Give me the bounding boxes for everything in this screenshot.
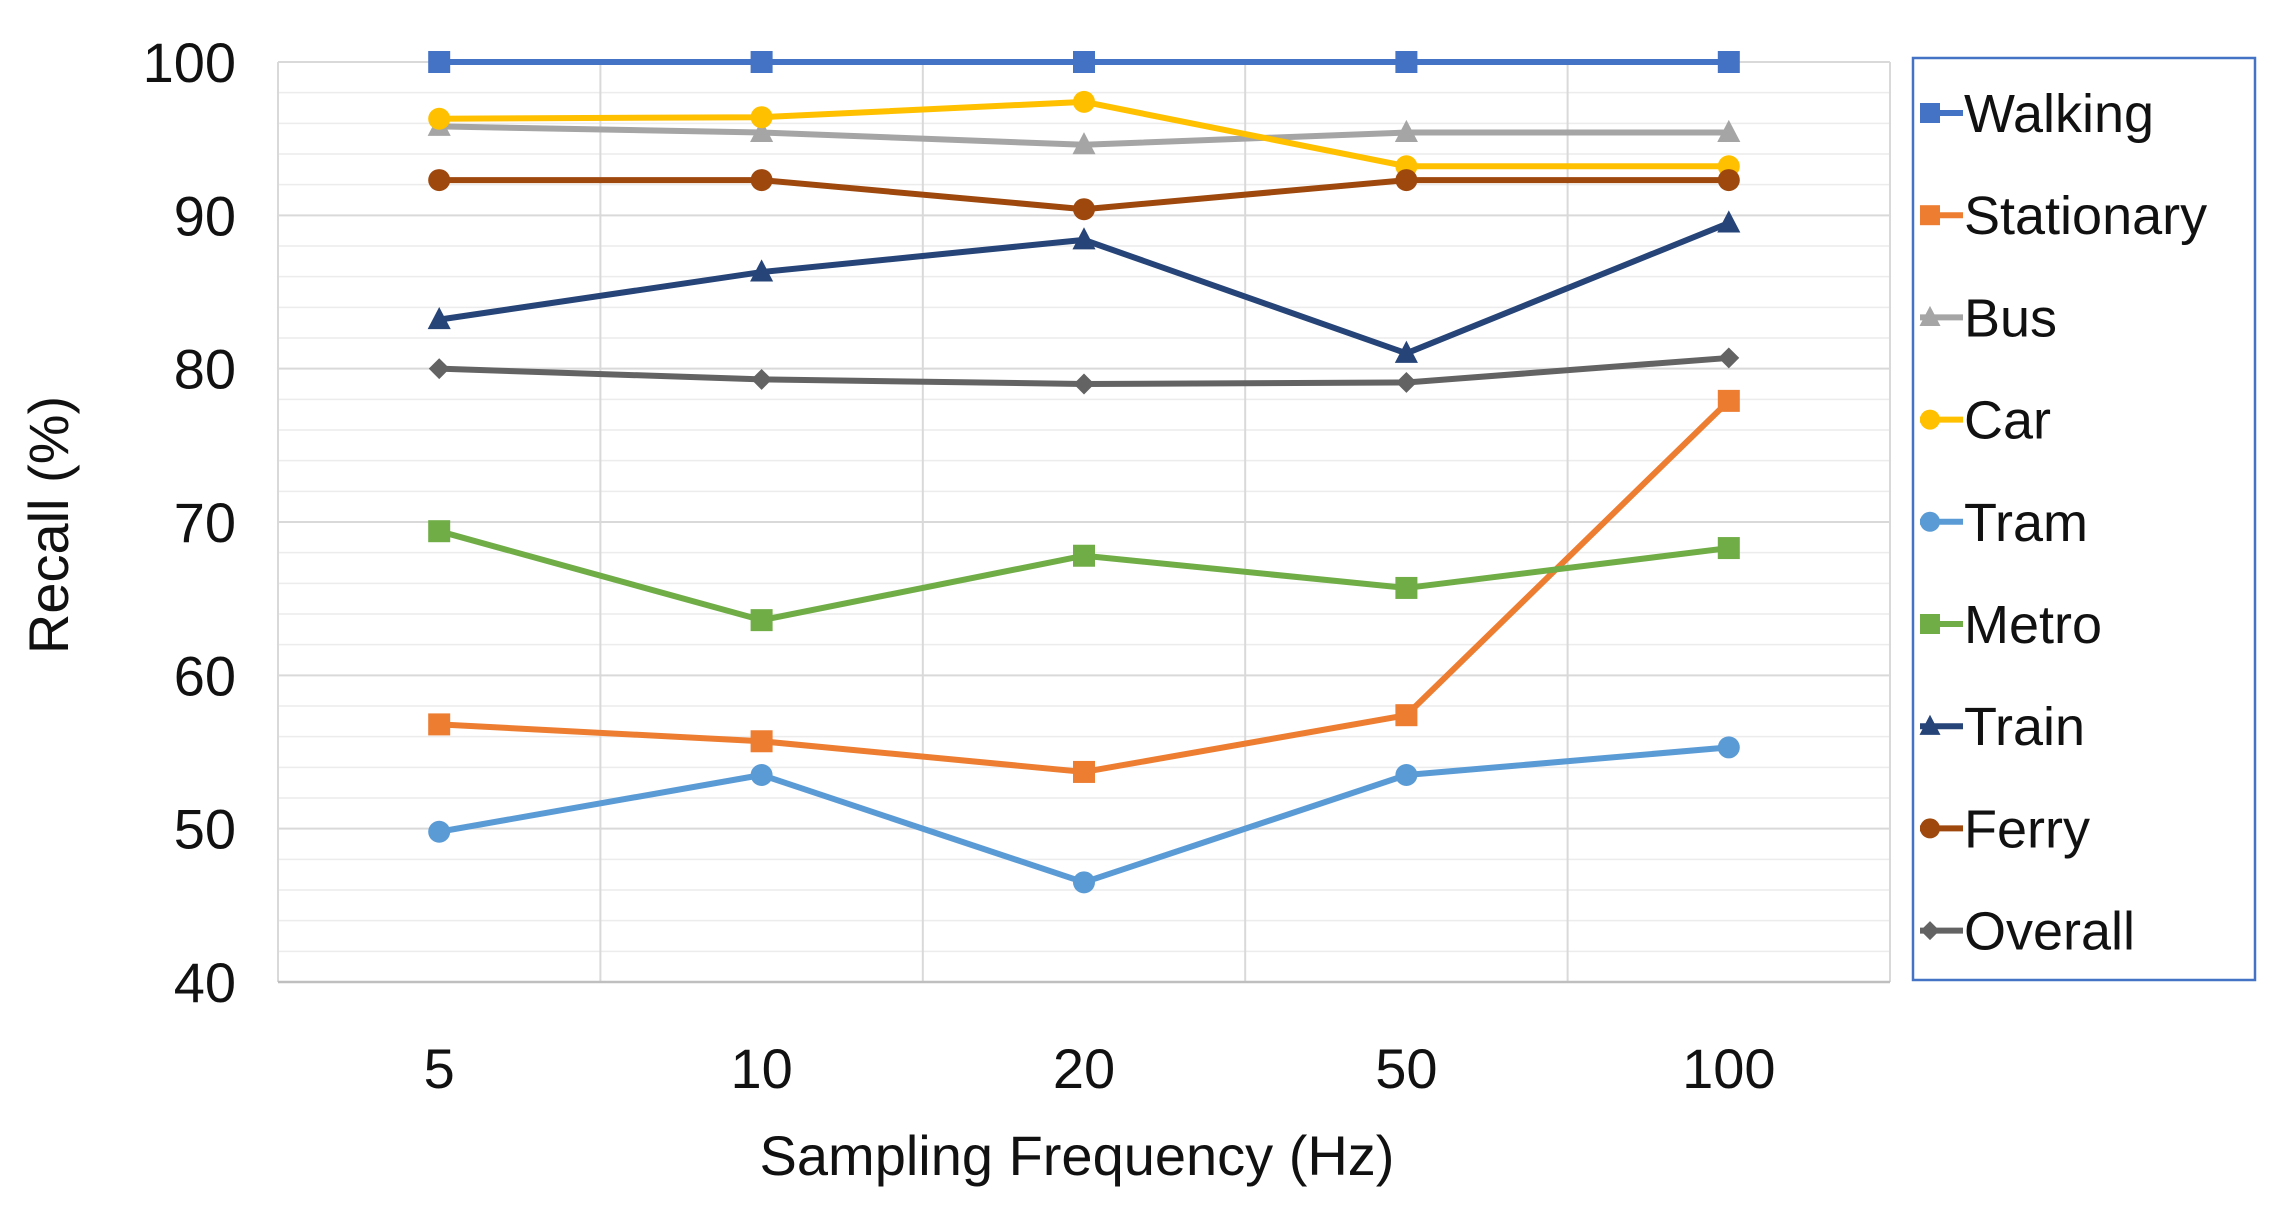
legend-marker-ferry — [1920, 818, 1940, 839]
legend-item-metro: Metro — [1920, 595, 2102, 655]
series-line-metro — [436, 528, 1732, 624]
tick-labels: 40 50 60 70 80 90 100 5 10 20 50 100 — [143, 31, 1776, 1100]
x-tick-label: 5 — [424, 1037, 455, 1100]
legend-item-train: Train — [1919, 697, 2085, 757]
series-metro — [428, 520, 1740, 632]
data-point-overall — [1718, 347, 1740, 369]
legend-item-overall: Overall — [1920, 902, 2135, 962]
data-point-train — [1072, 227, 1096, 250]
data-point-walking — [750, 51, 773, 73]
legend-item-car: Car — [1920, 391, 2051, 451]
y-tick-label: 90 — [174, 184, 236, 247]
data-point-stationary — [1717, 389, 1740, 412]
data-point-stationary — [428, 713, 451, 736]
x-axis-title: Sampling Frequency (Hz) — [760, 1124, 1395, 1187]
legend-label-tram: Tram — [1964, 493, 2088, 553]
data-point-car — [428, 107, 451, 130]
legend-items: Walking Stationary Bus Car Tram Metro Train Fer… — [1919, 84, 2207, 962]
series-tram — [428, 736, 1740, 894]
series-train — [427, 210, 1741, 363]
legend-marker-overall — [1920, 921, 1940, 941]
data-point-metro — [1073, 544, 1095, 567]
y-tick-label: 40 — [174, 951, 236, 1014]
series-walking — [428, 51, 1740, 73]
legend-marker-metro — [1920, 614, 1940, 634]
x-tick-label: 20 — [1053, 1037, 1115, 1100]
series-bus — [427, 113, 1741, 155]
data-point-bus — [1717, 119, 1741, 143]
data-point-tram — [750, 764, 773, 786]
series-lines — [427, 51, 1741, 894]
legend-label-metro: Metro — [1964, 595, 2102, 655]
data-point-stationary — [1395, 704, 1418, 727]
legend-marker-walking — [1920, 103, 1940, 123]
legend-item-stationary: Stationary — [1920, 186, 2207, 246]
data-point-tram — [1717, 736, 1740, 759]
data-point-bus — [1072, 132, 1096, 155]
legend-frame — [1911, 56, 2257, 982]
data-point-ferry — [750, 169, 773, 192]
legend-label-car: Car — [1964, 391, 2051, 451]
data-point-bus — [750, 119, 774, 143]
legend-label-train: Train — [1964, 697, 2085, 757]
y-tick-label: 80 — [174, 338, 236, 401]
legend-marker-bus — [1919, 305, 1941, 327]
data-point-walking — [1073, 51, 1095, 73]
legend-marker-car — [1920, 409, 1940, 430]
y-axis-title: Recall (%) — [17, 396, 80, 654]
data-point-car — [750, 106, 773, 129]
data-point-tram — [428, 820, 451, 843]
data-point-walking — [1395, 51, 1418, 73]
legend-item-tram: Tram — [1920, 493, 2088, 553]
data-point-train — [427, 306, 451, 330]
data-point-metro — [428, 520, 451, 543]
data-point-stationary — [750, 730, 773, 753]
legend-marker-stationary — [1920, 205, 1940, 226]
legend-label-walking: Walking — [1964, 84, 2154, 144]
data-point-walking — [428, 51, 451, 73]
data-point-overall — [428, 358, 450, 380]
series-ferry — [428, 169, 1740, 221]
y-tick-label: 50 — [174, 798, 236, 861]
legend-item-bus: Bus — [1919, 288, 2057, 348]
data-point-ferry — [1073, 198, 1095, 221]
y-tick-label: 100 — [143, 31, 236, 94]
x-tick-label: 10 — [730, 1037, 792, 1100]
data-point-ferry — [1717, 169, 1740, 192]
data-point-stationary — [1073, 760, 1095, 783]
series-stationary — [428, 389, 1740, 783]
data-point-walking — [1717, 51, 1740, 73]
legend-item-walking: Walking — [1920, 84, 2154, 144]
data-point-metro — [1395, 576, 1418, 599]
data-point-ferry — [1395, 169, 1418, 192]
data-point-overall — [1073, 373, 1095, 395]
data-point-metro — [1717, 537, 1740, 560]
legend-label-ferry: Ferry — [1964, 799, 2090, 859]
data-point-metro — [750, 609, 773, 632]
data-point-train — [1394, 340, 1418, 363]
data-point-car — [1073, 90, 1095, 113]
legend-label-bus: Bus — [1964, 288, 2057, 348]
data-point-train — [750, 259, 774, 282]
data-point-tram — [1073, 871, 1095, 894]
legend: Walking Stationary Bus Car Tram Metro Train Fer… — [1911, 56, 2257, 982]
x-tick-label: 50 — [1375, 1037, 1437, 1100]
data-point-overall — [751, 368, 773, 390]
series-overall — [428, 347, 1740, 395]
legend-marker-train — [1919, 714, 1941, 735]
data-point-overall — [1395, 372, 1417, 393]
data-point-bus — [1394, 119, 1418, 143]
y-tick-label: 60 — [174, 644, 236, 707]
legend-label-stationary: Stationary — [1964, 186, 2207, 246]
data-point-tram — [1395, 764, 1418, 786]
x-tick-label: 100 — [1682, 1037, 1775, 1100]
legend-item-ferry: Ferry — [1920, 799, 2090, 859]
data-point-ferry — [428, 169, 451, 192]
y-tick-label: 70 — [174, 491, 236, 554]
legend-marker-tram — [1920, 511, 1940, 532]
legend-label-overall: Overall — [1964, 902, 2135, 962]
data-point-train — [1717, 210, 1741, 233]
